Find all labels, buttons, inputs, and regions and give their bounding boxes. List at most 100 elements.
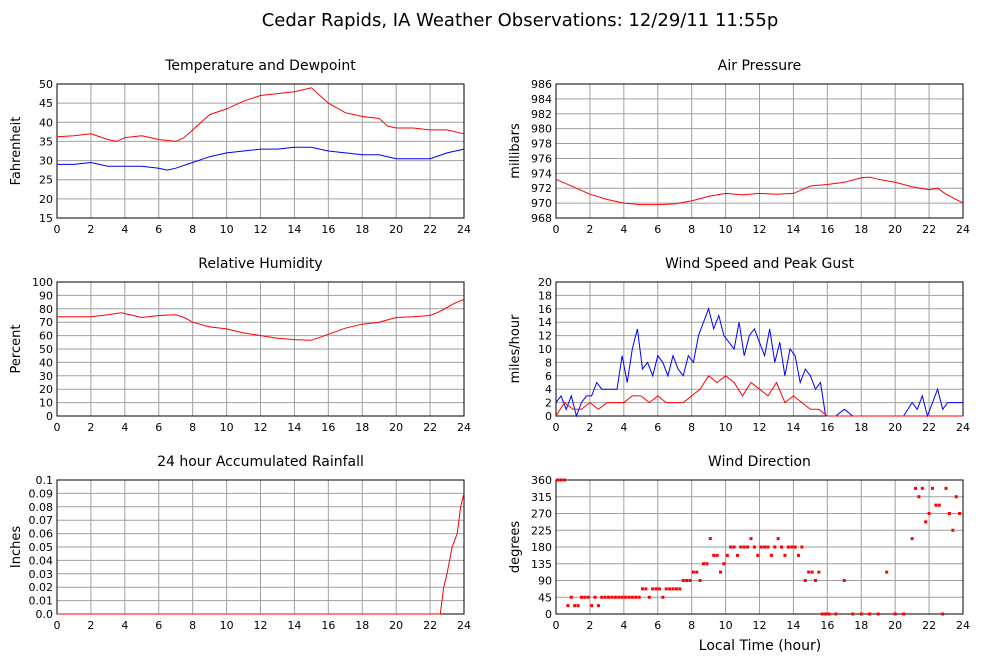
data-point [566,604,570,608]
x-tick-label: 0 [553,223,560,236]
data-point [610,595,614,599]
x-tick-label: 4 [620,223,627,236]
grid-lines [56,281,465,417]
data-point [944,486,948,490]
data-point [674,587,678,591]
x-tick-label: 18 [355,223,369,236]
x-tick-label: 24 [956,421,970,434]
data-point [657,587,661,591]
data-point [569,595,573,599]
y-tick-label: 0 [545,608,552,621]
data-point [817,570,821,574]
x-tick-label: 12 [753,223,767,236]
data-point [914,486,918,490]
chart-title: Air Pressure [718,58,801,74]
x-tick-label: 6 [654,619,661,632]
series-line [57,146,465,171]
x-tick-label: 10 [719,619,733,632]
x-tick-label: 2 [87,223,94,236]
x-tick-label: 12 [753,421,767,434]
y-tick-label: 2 [545,397,552,410]
data-point [786,545,790,549]
x-tick-label: 14 [786,223,800,236]
y-tick-label: 225 [531,524,552,537]
footer-xlabel: Local Time (hour) [699,638,821,654]
x-tick-label: 4 [620,421,627,434]
data-point [661,595,665,599]
y-tick-label: 45 [538,591,552,604]
data-point [958,512,962,515]
y-tick-label: 980 [531,123,552,136]
y-tick-label: 0.07 [29,514,54,527]
y-tick-label: 0.01 [29,595,54,608]
data-point [691,570,695,574]
plot-frame [56,281,465,417]
data-point [637,595,641,599]
x-tick-label: 0 [553,421,560,434]
x-tick-label: 10 [220,421,234,434]
data-point [583,595,587,599]
x-tick-label: 24 [457,223,471,236]
y-tick-label: 180 [531,541,552,554]
y-tick-label: 50 [39,78,53,91]
data-point [954,495,958,499]
data-point [876,612,880,616]
data-point [718,570,722,574]
figure-title: Cedar Rapids, IA Weather Observations: 1… [262,10,779,31]
x-tick-label: 0 [553,619,560,632]
x-tick-label: 4 [620,619,627,632]
x-tick-label: 10 [719,421,733,434]
x-tick-label: 0 [54,223,61,236]
data-point [842,579,846,582]
x-tick-label: 24 [956,223,970,236]
data-point [712,553,716,557]
x-tick-label: 16 [321,619,335,632]
y-tick-label: 0.1 [36,474,54,487]
data-point [773,545,777,549]
chart-title: Wind Direction [708,454,811,470]
y-tick-label: 20 [39,193,53,206]
data-point [885,570,889,574]
x-tick-label: 12 [254,421,268,434]
y-tick-label: 4 [545,383,552,396]
data-point [917,495,921,499]
y-tick-label: 972 [531,182,552,195]
x-tick-label: 18 [854,619,868,632]
x-tick-label: 16 [321,223,335,236]
plot-frame [555,479,964,615]
data-point [797,553,801,557]
data-point [803,579,807,582]
data-point [893,612,897,616]
x-tick-label: 18 [854,223,868,236]
data-point [813,579,817,582]
x-tick-label: 16 [321,421,335,434]
data-point [834,612,838,616]
y-tick-label: 10 [538,343,552,356]
data-point [688,579,692,582]
y-tick-label: 35 [39,135,53,148]
data-point [644,587,648,591]
data-point [722,562,726,566]
x-tick-label: 4 [121,223,128,236]
data-point [600,595,604,599]
x-tick-label: 14 [287,421,301,434]
x-tick-label: 8 [688,223,695,236]
x-tick-label: 20 [389,223,403,236]
data-point [607,595,611,599]
x-tick-label: 20 [888,619,902,632]
x-tick-label: 8 [688,421,695,434]
x-tick-label: 12 [254,619,268,632]
data-point [766,545,770,549]
data-point [556,478,560,482]
y-tick-label: 270 [531,508,552,521]
data-point [934,503,938,507]
x-tick-label: 12 [254,223,268,236]
data-point [729,545,733,549]
data-point [586,595,590,599]
data-point [624,595,628,599]
